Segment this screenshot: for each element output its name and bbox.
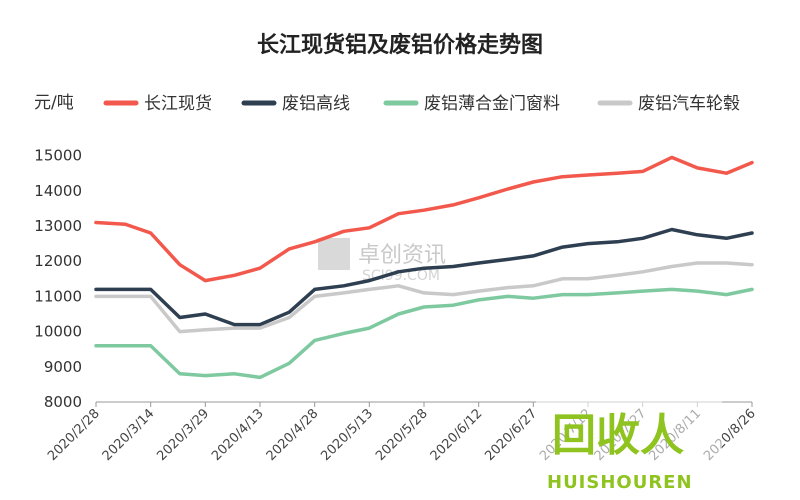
legend-label: 长江现货 [144, 94, 212, 114]
legend-label: 废铝汽车轮毂 [638, 94, 740, 114]
y-tick-label: 12000 [34, 252, 82, 270]
series-line [94, 287, 754, 380]
series-line [94, 261, 754, 334]
logo-text: 回收人 [552, 410, 684, 461]
huishouren-logo: 回收人 HUISHOUREN [536, 398, 722, 496]
x-tick-label: 2020/4/13 [209, 406, 267, 464]
y-axis: 8000 9000 10000 11000 12000 13000 14000 15000 [34, 147, 82, 411]
x-tick-label: 2020/3/14 [100, 406, 158, 464]
watermark-text: 卓创资讯 [358, 243, 446, 268]
watermark-sub: SCI99.COM [362, 268, 440, 284]
x-tick-label: 2020/2/28 [45, 406, 103, 464]
legend: 长江现货 废铝高线 废铝薄合金门窗料 废铝汽车轮毂 [103, 94, 740, 114]
series-line [94, 155, 754, 283]
x-tick-label: 2020/3/29 [154, 406, 212, 464]
x-tick-label: 2020/4/28 [264, 406, 322, 464]
y-tick-label: 9000 [44, 358, 82, 376]
y-tick-label: 10000 [34, 323, 82, 341]
legend-label: 废铝薄合金门窗料 [424, 94, 560, 114]
y-tick-label: 11000 [34, 287, 82, 305]
x-tick-label: 2020/5/28 [373, 406, 431, 464]
y-axis-unit: 元/吨 [34, 93, 74, 113]
logo-sub: HUISHOUREN [547, 472, 693, 493]
x-tick-label: 2020/6/27 [482, 406, 540, 464]
series-line [94, 227, 754, 327]
y-tick-label: 13000 [34, 217, 82, 235]
logo-bg [536, 398, 722, 496]
y-tick-label: 8000 [44, 393, 82, 411]
watermark-logo-square [318, 238, 350, 270]
legend-label: 废铝高线 [282, 94, 350, 114]
x-tick-label: 2020/5/13 [318, 406, 376, 464]
y-tick-label: 14000 [34, 182, 82, 200]
watermark: 卓创资讯 SCI99.COM [318, 238, 446, 284]
chart-title: 长江现货铝及废铝价格走势图 [257, 32, 543, 58]
y-tick-label: 15000 [34, 147, 82, 165]
x-tick-label: 2020/6/12 [428, 406, 486, 464]
series-lines [94, 155, 754, 380]
